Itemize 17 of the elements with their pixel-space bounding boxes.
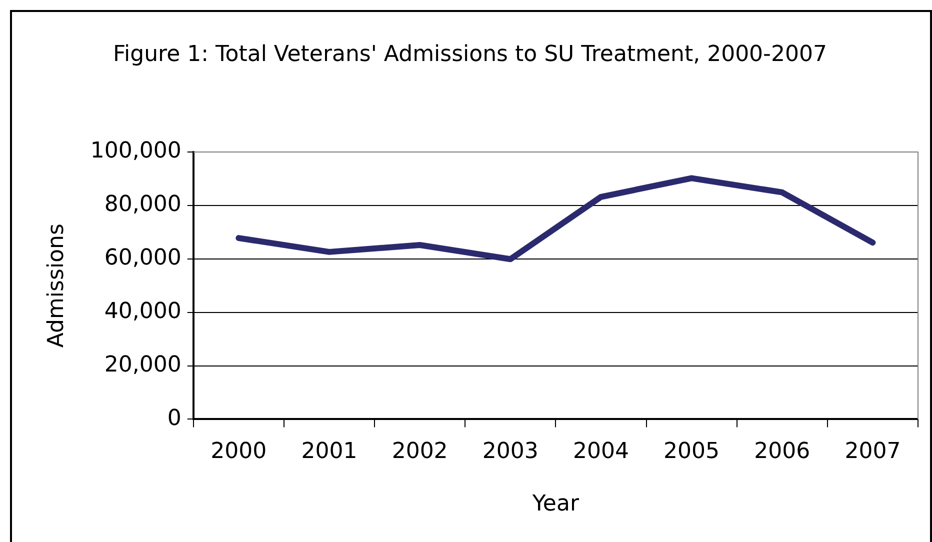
x-tick-label: 2000 [210,439,267,464]
y-tick-label: 60,000 [104,246,182,271]
x-tick-label: 2003 [482,439,538,464]
x-tick-label: 2007 [844,439,901,464]
y-axis-title: Admissions [44,224,69,348]
y-tick-label: 20,000 [104,352,182,378]
y-tick-label: 40,000 [104,299,182,324]
x-axis-title: Year [531,492,580,517]
x-tick-label: 2005 [664,439,720,464]
y-tick-label: 100,000 [90,138,182,164]
x-tick-label: 2004 [572,439,629,464]
x-tick-label: 2001 [301,439,358,464]
chart-title: Figure 1: Total Veterans' Admissions to SU Treatment, 2000-2007 [112,41,828,69]
x-tick-label: 2002 [392,439,448,464]
y-tick-label: 0 [167,406,182,431]
y-tick-label: 80,000 [104,192,182,218]
x-tick-label: 2006 [754,439,810,464]
